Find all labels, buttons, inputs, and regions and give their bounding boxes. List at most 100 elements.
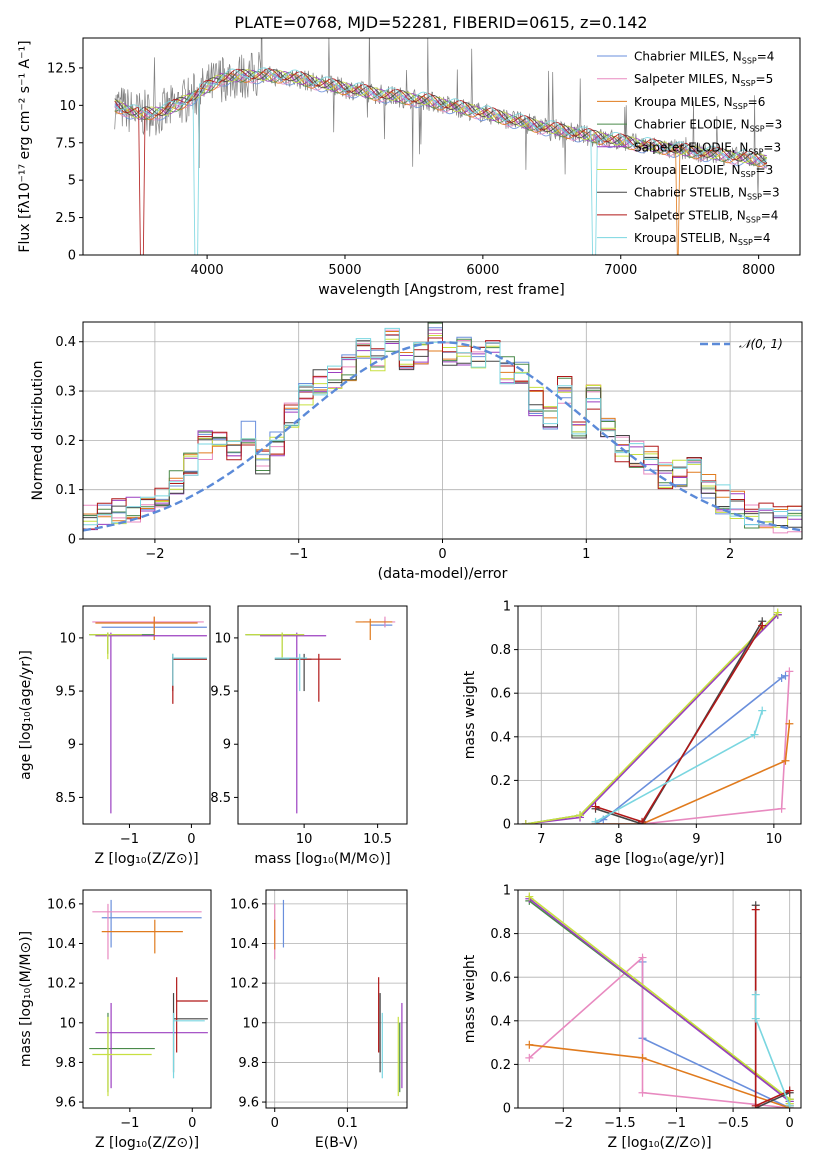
massweight-vs-Z-panel: −2 −1.5 −1 −0.5 0 0 0.2 0.4 0.6 0.8 1 Z [log₁₀(Z/Z⊙…: [462, 884, 802, 1151]
plot-frame: [517, 889, 802, 1109]
y-tick-label: 10.2: [230, 977, 259, 992]
mass-weight-marker: [638, 953, 647, 962]
mass-weight-line: [525, 611, 779, 824]
y-tick-label: 8.5: [210, 791, 231, 806]
y-tick-label: 0.6: [490, 971, 511, 986]
y-tick-label: 10.6: [230, 897, 259, 912]
mass-weight-marker: [785, 719, 794, 728]
y-axis-label: age [log₁₀(age/yr)]: [18, 650, 34, 780]
mass-weight-marker: [521, 820, 530, 824]
y-tick-label: 0: [68, 249, 76, 264]
y-tick-label: 0.4: [490, 1014, 511, 1029]
plot-frame: [237, 605, 408, 825]
y-tick-label: 2.5: [55, 211, 76, 226]
mass-weight-line: [525, 614, 779, 824]
y-tick-label: 0.6: [490, 687, 511, 702]
x-axis-label: Z [log₁₀(Z/Z⊙)]: [607, 1135, 711, 1151]
model-spectrum-line: [114, 69, 768, 163]
legend-label: Salpeter STELIB, NSSP=4: [634, 208, 778, 224]
x-tick-label: −1: [289, 547, 308, 562]
legend-label: Kroupa ELODIE, NSSP=3: [634, 163, 773, 179]
plot-frame: [82, 321, 803, 540]
x-tick-label: −1: [667, 1116, 686, 1131]
mass-weight-line: [525, 614, 779, 824]
y-tick-label: 0.4: [55, 335, 76, 350]
y-tick-label: 1: [503, 600, 511, 615]
mass-weight-line: [528, 955, 790, 1108]
x-tick-label: 4000: [191, 263, 224, 278]
y-tick-label: 0.8: [490, 643, 511, 658]
mass-weight-marker: [751, 1101, 760, 1108]
x-tick-label: 7: [537, 832, 545, 847]
plot-area: [525, 892, 794, 1108]
x-axis-label: age [log₁₀(age/yr)]: [595, 851, 725, 867]
x-tick-label: 0.1: [337, 1116, 358, 1131]
mass-weight-marker: [758, 621, 767, 630]
mass-weight-line: [595, 620, 763, 824]
y-axis-label: mass [log₁₀(M/M⊙)]: [18, 931, 34, 1067]
y-tick-label: 10: [59, 1016, 76, 1031]
mass-weight-line: [595, 723, 791, 824]
model-spectrum-line: [114, 68, 767, 255]
plot-area: [274, 899, 403, 1097]
x-axis-label: mass [log₁₀(M/M⊙)]: [254, 851, 390, 867]
plot-frame: [82, 37, 801, 256]
normal-curve: [83, 340, 802, 532]
x-tick-label: 0: [187, 832, 195, 847]
legend-label: Salpeter MILES, NSSP=5: [634, 72, 773, 88]
y-axis-label: mass weight: [462, 954, 478, 1043]
y-tick-label: 0.8: [490, 927, 511, 942]
plot-frame: [517, 605, 802, 825]
x-tick-label: 0: [271, 1116, 279, 1131]
mass-weight-marker: [576, 811, 585, 820]
legend-label: Chabrier MILES, NSSP=4: [634, 50, 774, 66]
y-tick-label: 0: [503, 818, 511, 833]
y-tick-label: 0.2: [55, 434, 76, 449]
y-tick-label: 10: [59, 99, 76, 114]
legend-label: Salpeter ELODIE, NSSP=3: [634, 140, 781, 156]
x-tick-label: 5000: [328, 263, 361, 278]
y-tick-label: 10: [59, 631, 76, 646]
y-axis-label: Normed distribution: [30, 361, 46, 501]
x-tick-label: 10: [766, 832, 783, 847]
legend-label: Kroupa STELIB, NSSP=4: [634, 231, 771, 247]
mass-weight-marker: [751, 905, 760, 914]
x-tick-label: 0: [188, 1116, 196, 1131]
mass-weight-marker: [591, 802, 600, 811]
mass-weight-marker: [751, 990, 760, 999]
y-tick-label: 9.6: [55, 1096, 76, 1111]
mass-weight-marker: [781, 671, 790, 680]
mass-weight-line: [595, 671, 791, 824]
mass-weight-marker: [785, 1086, 794, 1095]
model-spectrum-line: [114, 68, 768, 164]
x-axis-label: Z [log₁₀(Z/Z⊙)]: [95, 1135, 199, 1151]
figure-title: PLATE=0768, MJD=52281, FIBERID=0615, z=0…: [234, 13, 647, 32]
plot-area: [521, 608, 794, 824]
residual-histogram: [83, 334, 802, 530]
x-tick-label: 7000: [604, 263, 637, 278]
y-tick-label: 1: [503, 884, 511, 899]
mass-weight-line: [641, 961, 791, 1108]
plot-frame: [82, 605, 211, 825]
spectrum-panel: 4000 5000 6000 7000 8000 0 2.5 5 7.5 10 12.5 wavele…: [17, 37, 801, 298]
mass-weight-marker: [638, 1088, 647, 1097]
mass-weight-marker: [785, 1101, 794, 1108]
x-tick-label: −1: [120, 1116, 139, 1131]
x-tick-label: 1: [582, 547, 590, 562]
plot-frame: [265, 889, 408, 1109]
mass-weight-marker: [525, 1053, 534, 1062]
x-tick-label: −1: [120, 832, 139, 847]
x-tick-label: −0.5: [717, 1116, 749, 1131]
mass-weight-marker: [638, 817, 647, 824]
y-tick-label: 0.2: [490, 1058, 511, 1073]
y-axis-label: mass weight: [462, 670, 478, 759]
y-tick-label: 8.5: [55, 791, 76, 806]
mass-weight-marker: [750, 730, 759, 739]
y-tick-label: 10.4: [230, 937, 259, 952]
y-tick-label: 10: [242, 1016, 259, 1031]
y-tick-label: 10.4: [47, 937, 76, 952]
massweight-vs-age-panel: 7 8 9 10 0 0.2 0.4 0.6 0.8 1 age [log₁₀(age/yr)] ma…: [462, 600, 802, 867]
x-tick-label: 9: [692, 832, 700, 847]
plot-area: [89, 899, 208, 1097]
